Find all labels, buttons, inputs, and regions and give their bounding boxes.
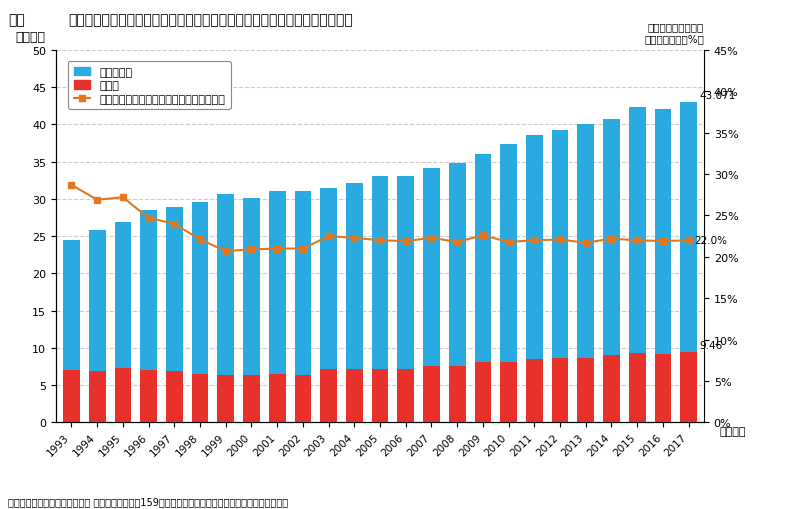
Bar [629,353,646,422]
Bar [449,366,466,422]
Bar [166,208,182,422]
Bar [269,191,286,422]
Bar [346,370,362,422]
Bar [269,374,286,422]
Text: 図１: 図１ [8,13,25,26]
Bar [243,199,260,422]
Bar [89,371,106,422]
Bar [500,362,517,422]
Bar [500,145,517,422]
Y-axis label: （兆円）: （兆円） [15,31,45,43]
Bar [320,188,337,422]
Bar [294,375,311,422]
Bar [654,354,671,422]
Bar [423,169,440,422]
Bar [398,369,414,422]
Bar [166,371,182,422]
Bar [526,135,542,422]
Bar [89,231,106,422]
Text: 9.46: 9.46 [700,341,723,351]
Bar [372,177,388,422]
Bar [474,155,491,422]
Text: 日本における国民医療費、薬剤費、薬剤費の国民医療費に対する比率の推移: 日本における国民医療費、薬剤費、薬剤費の国民医療費に対する比率の推移 [68,13,353,26]
Bar [294,192,311,422]
Bar [114,368,131,422]
Bar [218,376,234,422]
Bar [578,358,594,422]
Bar [526,359,542,422]
Bar [192,374,208,422]
Text: 22.0%: 22.0% [694,236,727,246]
Bar [680,102,697,422]
Bar [603,356,620,422]
Bar [398,177,414,422]
Bar [423,366,440,422]
Legend: 国民医療費, 薬剤費, 薬剤費の国民医療費に対する比率（右軸）: 国民医療費, 薬剤費, 薬剤費の国民医療費に対する比率（右軸） [68,62,230,110]
Bar [578,125,594,422]
Bar [320,370,337,422]
Bar [140,211,157,422]
Bar [449,164,466,422]
Bar [372,369,388,422]
Bar [346,184,362,422]
Bar [63,371,80,422]
Bar [552,358,568,422]
Bar [140,371,157,422]
Bar [603,119,620,422]
Bar [192,203,208,422]
Bar [114,222,131,422]
Bar [243,376,260,422]
Text: （年度）: （年度） [719,426,746,436]
Bar [552,131,568,422]
Bar [629,107,646,422]
Bar [680,352,697,422]
Bar [654,109,671,422]
Bar [63,240,80,422]
Text: 43.071: 43.071 [700,91,736,101]
Bar [218,194,234,422]
Text: 薬剤費の国民医療費
に対する比率（%）: 薬剤費の国民医療費 に対する比率（%） [644,22,704,44]
Bar [474,362,491,422]
Text: 出所：中央社会保険医療協議会 薬価専門部会（第159回）の資料をもとに医薬産業政策研究所にて作成: 出所：中央社会保険医療協議会 薬価専門部会（第159回）の資料をもとに医薬産業政… [8,496,288,506]
